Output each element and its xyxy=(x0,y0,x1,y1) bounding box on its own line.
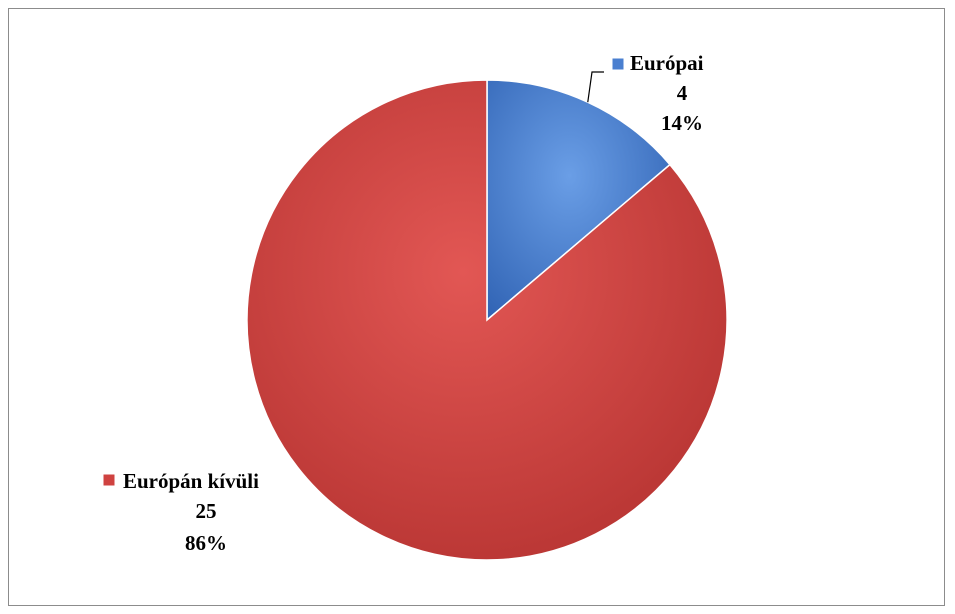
label-marker-1 xyxy=(611,57,625,71)
data-label-percent-1: 14% xyxy=(661,111,703,135)
pie-slice-1 xyxy=(486,79,671,322)
data-label-value-2: 25 xyxy=(196,499,217,523)
data-label-percent-2: 86% xyxy=(185,531,227,555)
label-marker-2 xyxy=(102,473,116,487)
data-label-value-1: 4 xyxy=(677,81,688,105)
pie-slice-2 xyxy=(246,79,728,561)
leader-line-1 xyxy=(587,71,604,103)
data-label-name-1: Európai xyxy=(630,51,704,75)
data-label-name-2: Európán kívüli xyxy=(123,469,259,493)
